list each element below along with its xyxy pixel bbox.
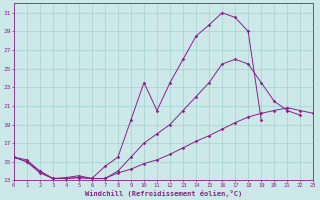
X-axis label: Windchill (Refroidissement éolien,°C): Windchill (Refroidissement éolien,°C) [85,190,242,197]
